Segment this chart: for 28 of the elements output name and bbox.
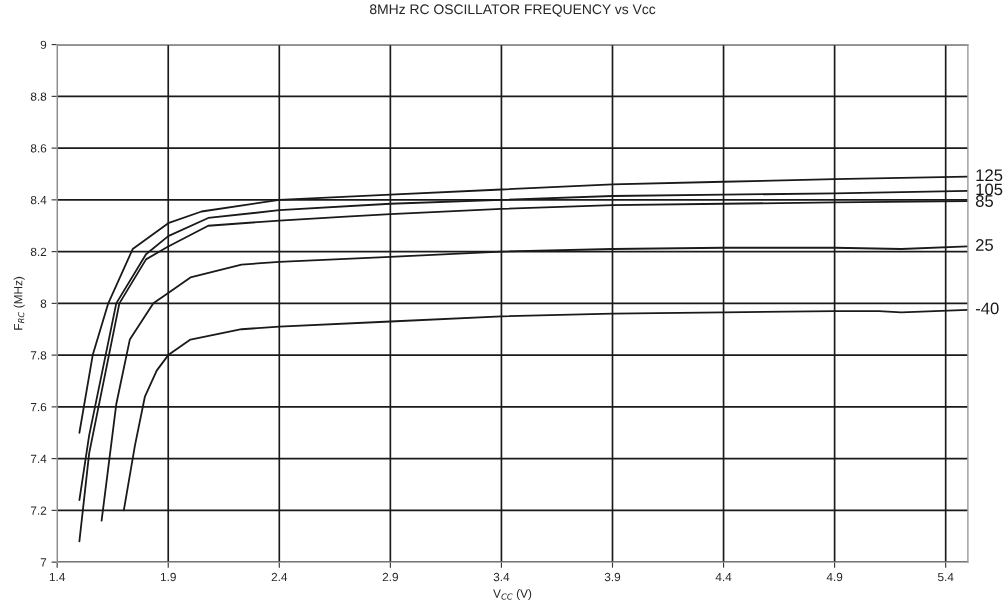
y-axis-title: F$_{RC}$ (MHz): [13, 276, 25, 330]
y-tick-label: 7.8: [30, 351, 47, 360]
y-tick-label: 7.2: [30, 506, 47, 515]
y-tick-label: 8.2: [30, 247, 47, 256]
y-tick-label: 7.4: [30, 454, 47, 463]
series-label: -40: [975, 302, 999, 315]
series-label: 105: [976, 183, 1003, 196]
y-tick-label: 8.8: [30, 92, 47, 101]
x-tick-label: 4.4: [715, 572, 732, 582]
x-tick-label: 3.4: [493, 572, 510, 582]
y-tick-label: 8.6: [30, 144, 47, 153]
x-tick-label: 3.9: [604, 572, 621, 582]
chart-title: 8MHz RC OSCILLATOR FREQUENCY vs Vcc: [369, 4, 656, 17]
x-tick-label: 4.9: [826, 572, 843, 582]
y-tick-label: 8: [40, 299, 47, 308]
x-tick-label: 2.9: [382, 572, 399, 582]
y-tick-label: 9: [40, 40, 47, 49]
y-tick-label: 7: [40, 558, 47, 567]
x-tick-label: 5.4: [937, 572, 954, 582]
series-label: 125: [976, 169, 1003, 182]
series-label: 25: [976, 239, 994, 251]
x-tick-label: 1.9: [160, 572, 176, 582]
x-tick-label: 1.4: [49, 572, 66, 582]
x-axis-title: V$_{CC}$ (V): [493, 589, 532, 601]
y-tick-label: 8.4: [30, 195, 47, 205]
y-tick-label: 7.6: [30, 402, 47, 412]
x-tick-label: 2.4: [271, 572, 288, 582]
series-label: 85: [975, 195, 994, 207]
